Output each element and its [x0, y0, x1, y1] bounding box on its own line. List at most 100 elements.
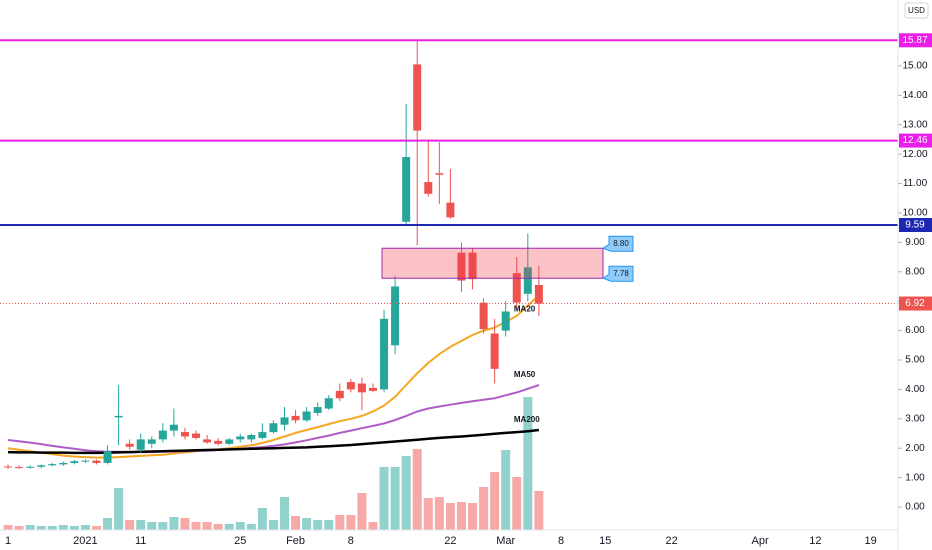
candle-body [368, 387, 377, 391]
volume-bar [379, 467, 389, 530]
x-tick-label: 22 [444, 535, 456, 547]
candle-body [313, 407, 322, 413]
x-tick-label: 8 [558, 535, 564, 547]
y-tick-label: 12.00 [902, 149, 927, 160]
y-tick-label: 8.00 [905, 266, 925, 277]
volume-bar [501, 450, 511, 530]
candle-body [490, 333, 499, 369]
ma-line [7, 384, 540, 454]
volume-bar [213, 524, 223, 530]
currency-box[interactable] [904, 2, 929, 19]
x-tick-label: 12 [809, 535, 821, 547]
last-price-box [899, 296, 932, 311]
volume-bar [91, 526, 101, 530]
volume-bar [412, 449, 422, 530]
candle-body [346, 382, 355, 390]
x-tick-label: 1 [5, 535, 11, 547]
candle-body [225, 439, 234, 444]
level-label: 12.46 [902, 135, 927, 146]
y-tick-label: 10.00 [902, 208, 927, 219]
candle-body [291, 415, 300, 421]
volume-bar [346, 515, 356, 530]
candle-body [280, 417, 289, 425]
candle-body [523, 267, 532, 294]
zone-label: 8.80 [613, 239, 629, 248]
y-tick-label: 15.00 [902, 61, 927, 72]
ma-line [7, 428, 540, 455]
volume-bar [158, 522, 168, 530]
candle-body [114, 415, 123, 418]
candle-body [136, 439, 145, 450]
level-label-box [899, 33, 932, 48]
level-label-box [899, 133, 932, 148]
volume-bar [169, 517, 179, 530]
candle-body [324, 398, 333, 409]
y-tick-label: 9.00 [905, 237, 925, 248]
last-price-label: 6.92 [905, 298, 925, 309]
y-tick-label: 6.00 [905, 325, 925, 336]
candle-body [258, 432, 267, 438]
candle-body [192, 433, 201, 438]
candle-body [457, 252, 466, 281]
candle-body [158, 430, 167, 440]
volume-bar [434, 497, 444, 530]
volume-bar [235, 522, 245, 530]
candle-body [214, 440, 223, 444]
candle-body [180, 432, 189, 437]
volume-bar [268, 520, 278, 530]
x-tick-label: 2021 [73, 535, 97, 547]
volume-bar [324, 520, 334, 530]
volume-bar [423, 498, 433, 530]
candle-body [81, 460, 90, 462]
x-tick-label: 22 [665, 535, 677, 547]
candle-body [357, 383, 366, 393]
volume-bar [103, 518, 113, 530]
volume-bar [357, 493, 367, 530]
volume-bar [147, 522, 157, 530]
candle-body [335, 390, 344, 399]
y-tick-label: 1.00 [905, 472, 925, 483]
candle-body [391, 286, 400, 346]
candle-body [380, 318, 389, 390]
ma-label: MA50 [514, 370, 536, 379]
volume-bar [401, 456, 411, 530]
volume-bar [25, 525, 35, 530]
y-tick-label: 5.00 [905, 355, 925, 366]
candle-body [203, 439, 212, 443]
volume-bar [136, 520, 146, 530]
volume-bar [390, 467, 400, 530]
ma-label: MA200 [514, 415, 540, 424]
zone-rect [381, 247, 604, 279]
volume-bar [313, 520, 323, 530]
candle-body [147, 439, 156, 444]
candle-body [169, 424, 178, 431]
volume-bar [224, 524, 234, 530]
candle-body [512, 273, 521, 303]
y-tick-label: 0.00 [905, 502, 925, 513]
x-tick-label: 19 [865, 535, 877, 547]
volume-bar [80, 525, 90, 530]
y-tick-label: 13.00 [902, 119, 927, 130]
volume-bar [58, 525, 68, 530]
x-tick-label: 11 [135, 535, 146, 547]
volume-bar [479, 487, 489, 530]
volume-bar [291, 516, 301, 530]
candle-body [468, 252, 477, 280]
volume-bar [47, 526, 57, 530]
y-tick-label: 14.00 [902, 90, 927, 101]
y-tick-label: 11.00 [903, 178, 928, 189]
x-tick-label: Apr [752, 535, 769, 547]
volume-bar [3, 525, 13, 530]
candle-body [4, 466, 12, 468]
volume-bar [14, 526, 24, 530]
currency-label: USD [908, 6, 925, 15]
volume-bar [202, 522, 212, 530]
candle-body [501, 311, 510, 331]
candle-body [247, 435, 256, 440]
volume-bar [114, 488, 124, 530]
candle-body [48, 464, 57, 466]
volume-bar [523, 397, 533, 530]
x-tick-label: Mar [496, 535, 515, 547]
